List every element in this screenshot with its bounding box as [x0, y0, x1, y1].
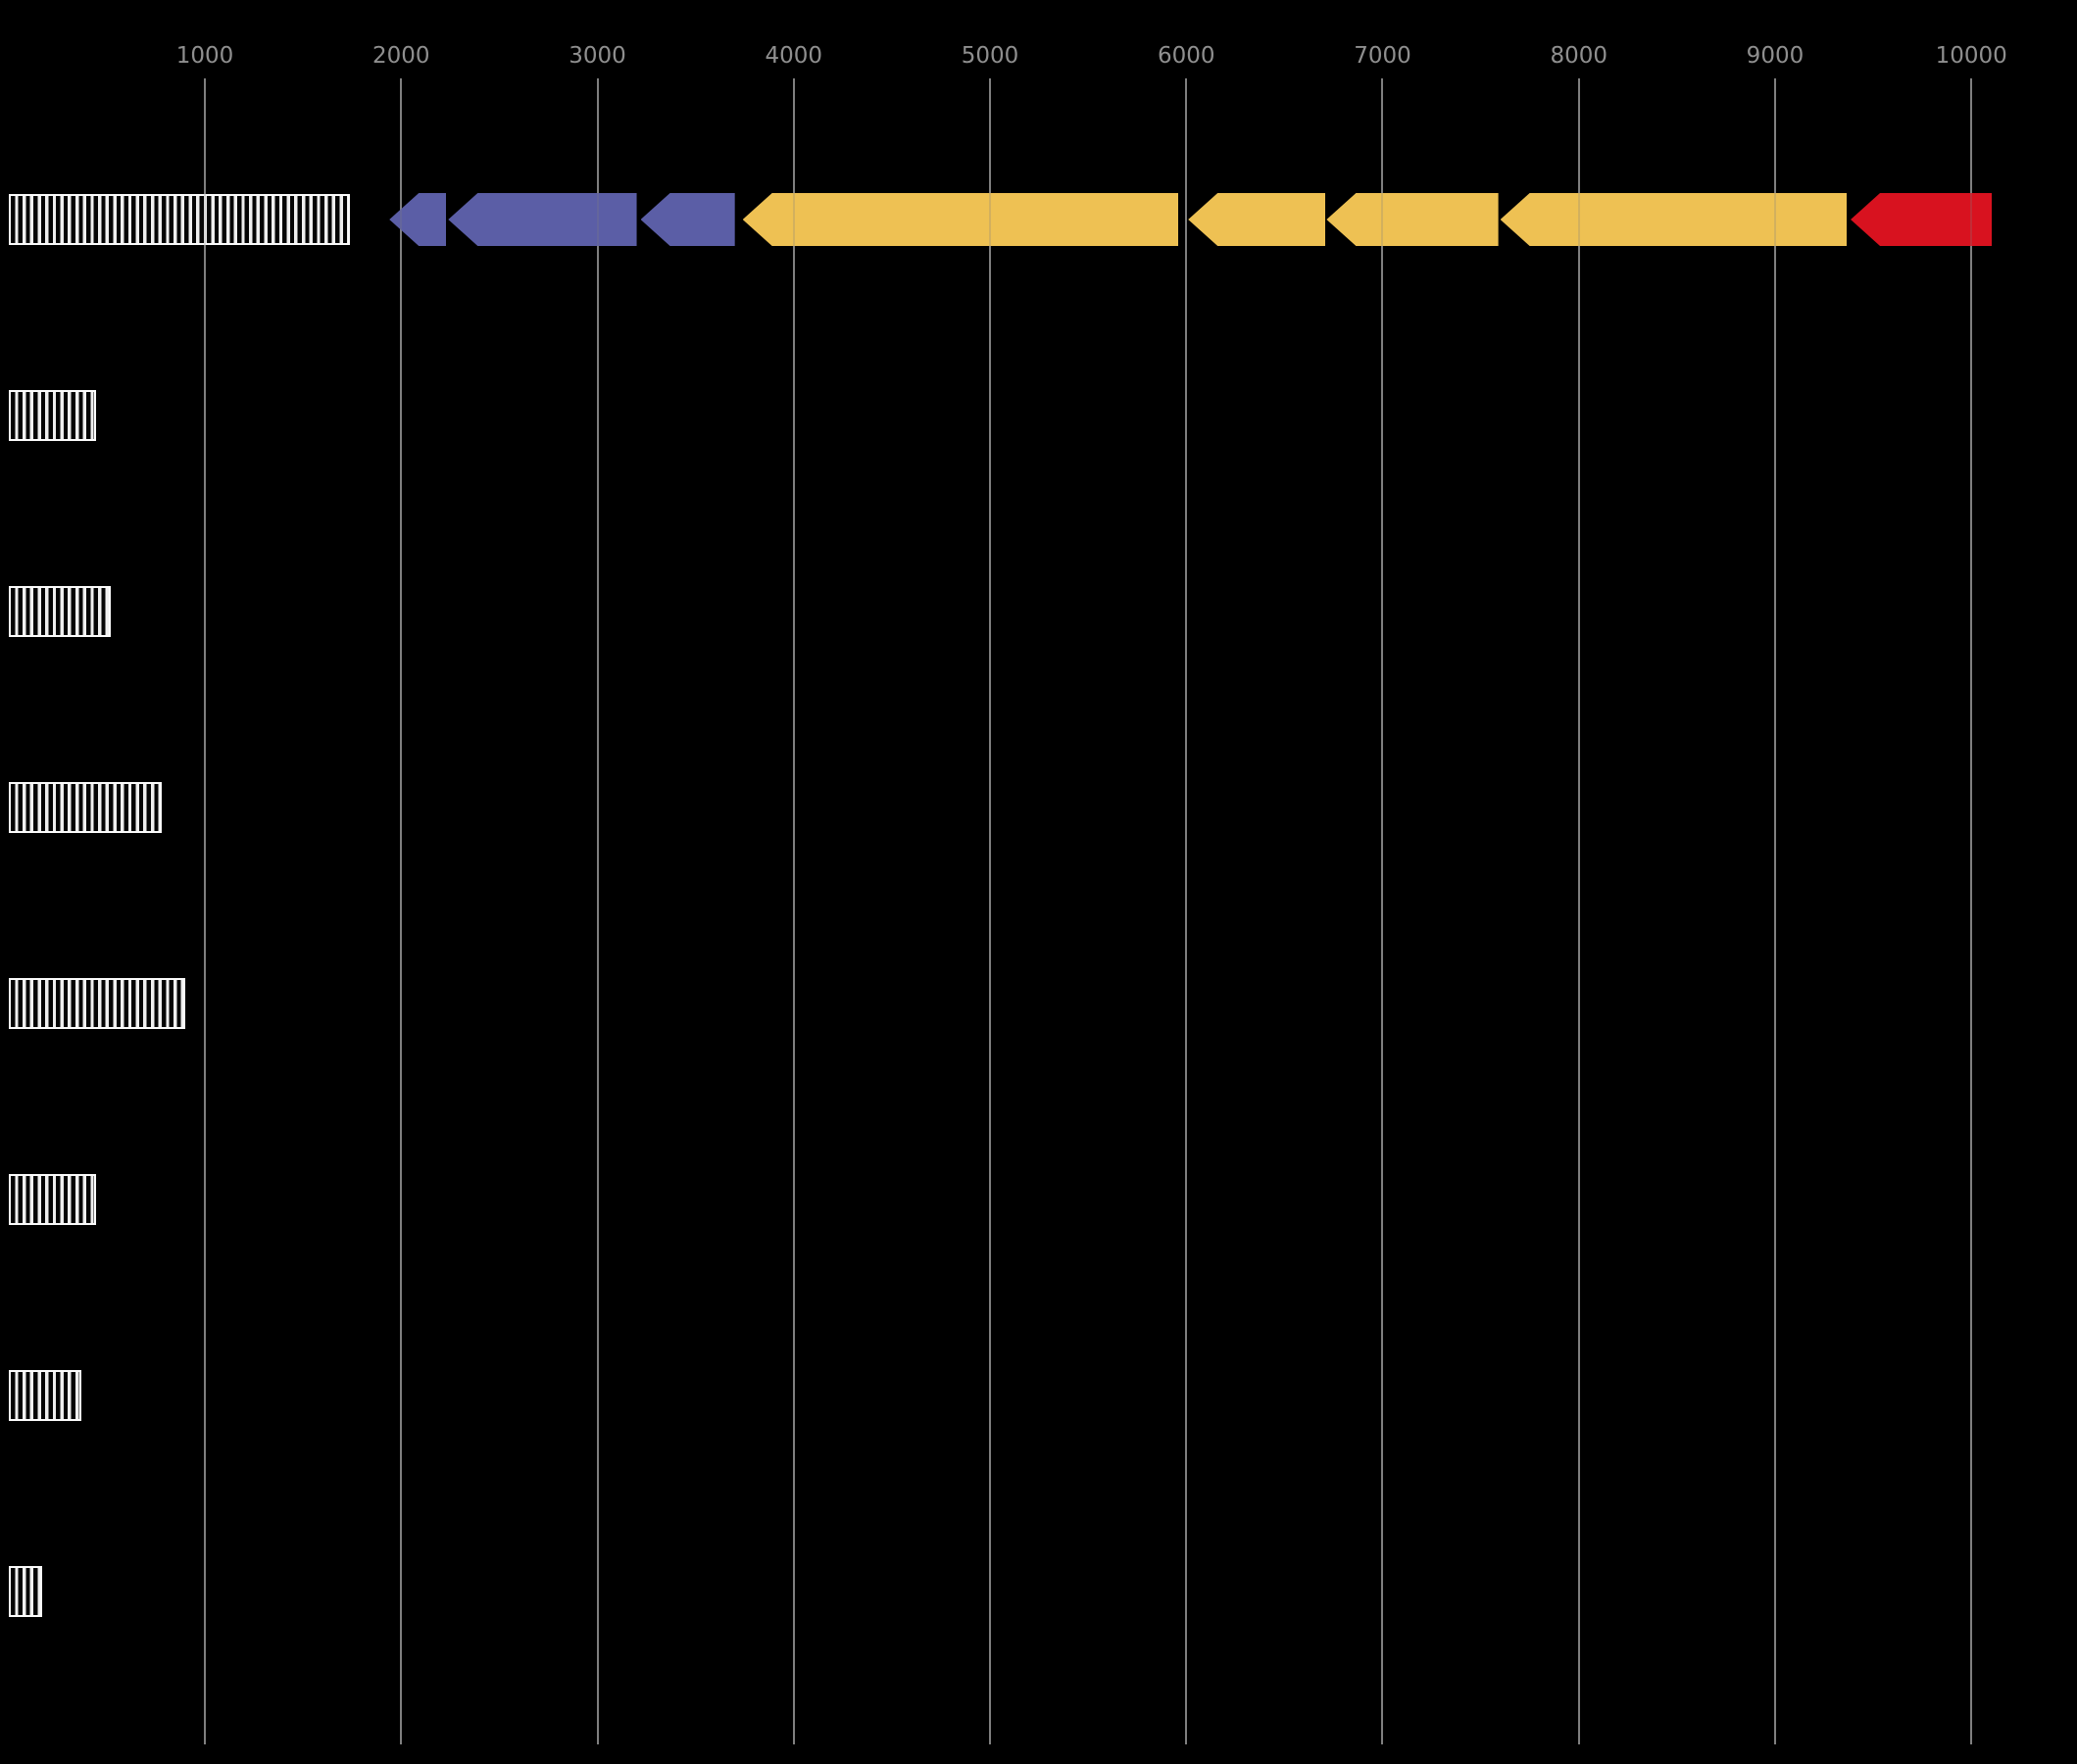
- axis-tick-label-7000: 7000: [1354, 43, 1411, 69]
- track-1-gene-arrow-6: [1326, 193, 1499, 246]
- gridline-6000: [1185, 78, 1188, 1744]
- gridline-9000: [1773, 78, 1776, 1744]
- track-3-hatched-region: [8, 586, 111, 637]
- track-1-gene-arrow-7: [1500, 193, 1848, 246]
- axis-tick-label-9000: 9000: [1746, 43, 1805, 69]
- gridline-2000: [400, 78, 403, 1744]
- gridline-5000: [989, 78, 991, 1744]
- track-1-hatched-region: [8, 194, 351, 245]
- axis-tick-label-5000: 5000: [961, 43, 1019, 69]
- gridline-8000: [1577, 78, 1580, 1744]
- gridline-4000: [792, 78, 795, 1744]
- gridline-7000: [1381, 78, 1384, 1744]
- track-4-hatched-region: [8, 782, 162, 833]
- track-7-hatched-region: [8, 1370, 81, 1421]
- axis-tick-label-2000: 2000: [371, 43, 430, 69]
- gridline-5000: [989, 78, 991, 1744]
- track-1-gene-arrow-2: [448, 193, 637, 246]
- track-5-hatched-region: [8, 978, 185, 1029]
- track-8-hatched-region: [8, 1566, 42, 1617]
- gridline-9000: [1773, 78, 1776, 1744]
- track-1-gene-arrow-3: [640, 193, 735, 246]
- track-1-gene-arrow-5: [1188, 193, 1326, 246]
- axis-tick-label-1000: 1000: [175, 43, 234, 69]
- gridline-3000: [596, 78, 599, 1744]
- gridline-8000: [1577, 78, 1580, 1744]
- gridline-2000: [400, 78, 403, 1744]
- track-1-gene-arrow-4: [742, 193, 1179, 246]
- axis-tick-label-4000: 4000: [765, 43, 823, 69]
- axis-tick-label-8000: 8000: [1550, 43, 1607, 69]
- gridline-3000: [596, 78, 599, 1744]
- axis-tick-label-6000: 6000: [1157, 43, 1215, 69]
- track-1-gene-arrow-8: [1851, 193, 1993, 246]
- gridline-6000: [1185, 78, 1188, 1744]
- track-2-hatched-region: [8, 390, 96, 441]
- gridline-7000: [1381, 78, 1384, 1744]
- track-1-gene-arrow-1: [389, 193, 447, 246]
- track-6-hatched-region: [8, 1174, 96, 1225]
- gridline-10000: [1970, 78, 1973, 1744]
- gridline-1000: [204, 78, 207, 1744]
- axis-tick-label-10000: 10000: [1935, 43, 2007, 69]
- gridline-4000: [792, 78, 795, 1744]
- gridline-1000: [204, 78, 207, 1744]
- axis-tick-label-3000: 3000: [569, 43, 626, 69]
- gridline-10000: [1970, 78, 1973, 1744]
